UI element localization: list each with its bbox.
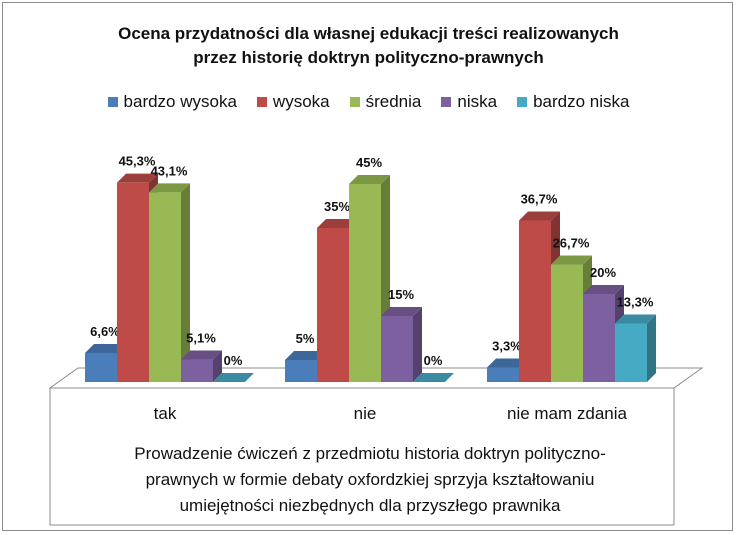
data-label: 5,1% <box>186 331 216 346</box>
caption-line-2: prawnych w formie debaty oxfordzkiej spr… <box>145 470 595 489</box>
bar-side <box>647 314 656 382</box>
bar-front <box>349 184 381 382</box>
bar-front <box>381 316 413 382</box>
data-label: 35% <box>324 199 350 214</box>
legend-swatch <box>349 97 360 107</box>
bar-front <box>551 264 583 382</box>
bar-top <box>149 183 190 193</box>
bar-side <box>413 307 422 382</box>
bar-top <box>381 307 422 316</box>
bar-top <box>213 373 254 382</box>
bar-top <box>413 373 454 382</box>
bar-top <box>117 173 158 183</box>
bar-top <box>285 351 326 360</box>
bar-top <box>181 350 222 360</box>
bar-front <box>487 367 519 382</box>
bar-side <box>181 183 190 382</box>
data-label: 45% <box>356 155 382 170</box>
legend-item-niska: niska <box>441 92 497 112</box>
legend-label: niska <box>457 92 498 111</box>
bar-top <box>615 314 656 324</box>
bar-side <box>213 350 222 382</box>
bar-front <box>149 192 181 382</box>
bar-top <box>519 211 560 221</box>
data-label: 36,7% <box>521 192 558 207</box>
legend-label: wysoka <box>272 92 330 111</box>
bar-front <box>117 182 149 382</box>
data-label: 26,7% <box>553 236 590 251</box>
legend-label: bardzo niska <box>533 92 630 111</box>
bar-front <box>615 323 647 382</box>
data-label: 15% <box>388 287 414 302</box>
bar-front <box>317 228 349 382</box>
data-label: 0% <box>224 353 243 368</box>
chart-legend: bardzo wysoka wysoka średnia niska bardz… <box>0 92 737 112</box>
bar-front <box>519 220 551 382</box>
bar-top <box>349 175 390 184</box>
legend-item-wysoka: wysoka <box>256 92 330 112</box>
bar <box>213 373 254 382</box>
bar-top <box>317 219 358 228</box>
legend-item-bardzo-wysoka: bardzo wysoka <box>107 92 237 112</box>
bar-top <box>583 285 624 294</box>
data-label: 6,6% <box>90 324 120 339</box>
bar <box>381 307 422 382</box>
chart-front-panel <box>49 387 675 526</box>
legend-swatch <box>441 97 452 107</box>
legend-label: średnia <box>365 92 422 111</box>
data-label: 43,1% <box>151 163 188 178</box>
chart-caption: Prowadzenie ćwiczeń z przedmiotu histori… <box>60 441 680 519</box>
bar-top <box>487 358 528 368</box>
legend-swatch <box>256 97 267 107</box>
legend-item-bardzo-niska: bardzo niska <box>517 92 629 112</box>
caption-line-3: umiejętności niezbędnych dla przyszłego … <box>179 496 561 515</box>
bar <box>615 314 656 382</box>
bar-top <box>551 255 592 265</box>
chart-title-line-1: Ocena przydatności dla własnej edukacji … <box>118 24 619 43</box>
legend-item-srednia: średnia <box>349 92 422 112</box>
data-label: 20% <box>590 265 616 280</box>
bar <box>413 373 454 382</box>
bar-front <box>85 352 117 382</box>
chart-title: Ocena przydatności dla własnej edukacji … <box>0 22 737 70</box>
bar-front <box>583 294 615 382</box>
category-label: tak <box>154 404 177 423</box>
chart-title-line-2: przez historię doktryn polityczno-prawny… <box>193 48 544 67</box>
bar-front <box>181 359 213 382</box>
data-label: 5% <box>296 331 315 346</box>
data-label: 13,3% <box>617 294 654 309</box>
data-label: 3,3% <box>492 338 522 353</box>
bar-top <box>85 343 126 353</box>
category-label: nie <box>354 404 377 423</box>
legend-swatch <box>107 97 118 107</box>
category-label: nie mam zdania <box>507 404 628 423</box>
bar <box>181 350 222 382</box>
bar-front <box>285 360 317 382</box>
data-label: 0% <box>424 353 443 368</box>
caption-line-1: Prowadzenie ćwiczeń z przedmiotu histori… <box>134 444 606 463</box>
data-label: 45,3% <box>119 154 156 169</box>
bar <box>149 183 190 382</box>
legend-label: bardzo wysoka <box>123 92 237 111</box>
legend-swatch <box>517 97 528 107</box>
